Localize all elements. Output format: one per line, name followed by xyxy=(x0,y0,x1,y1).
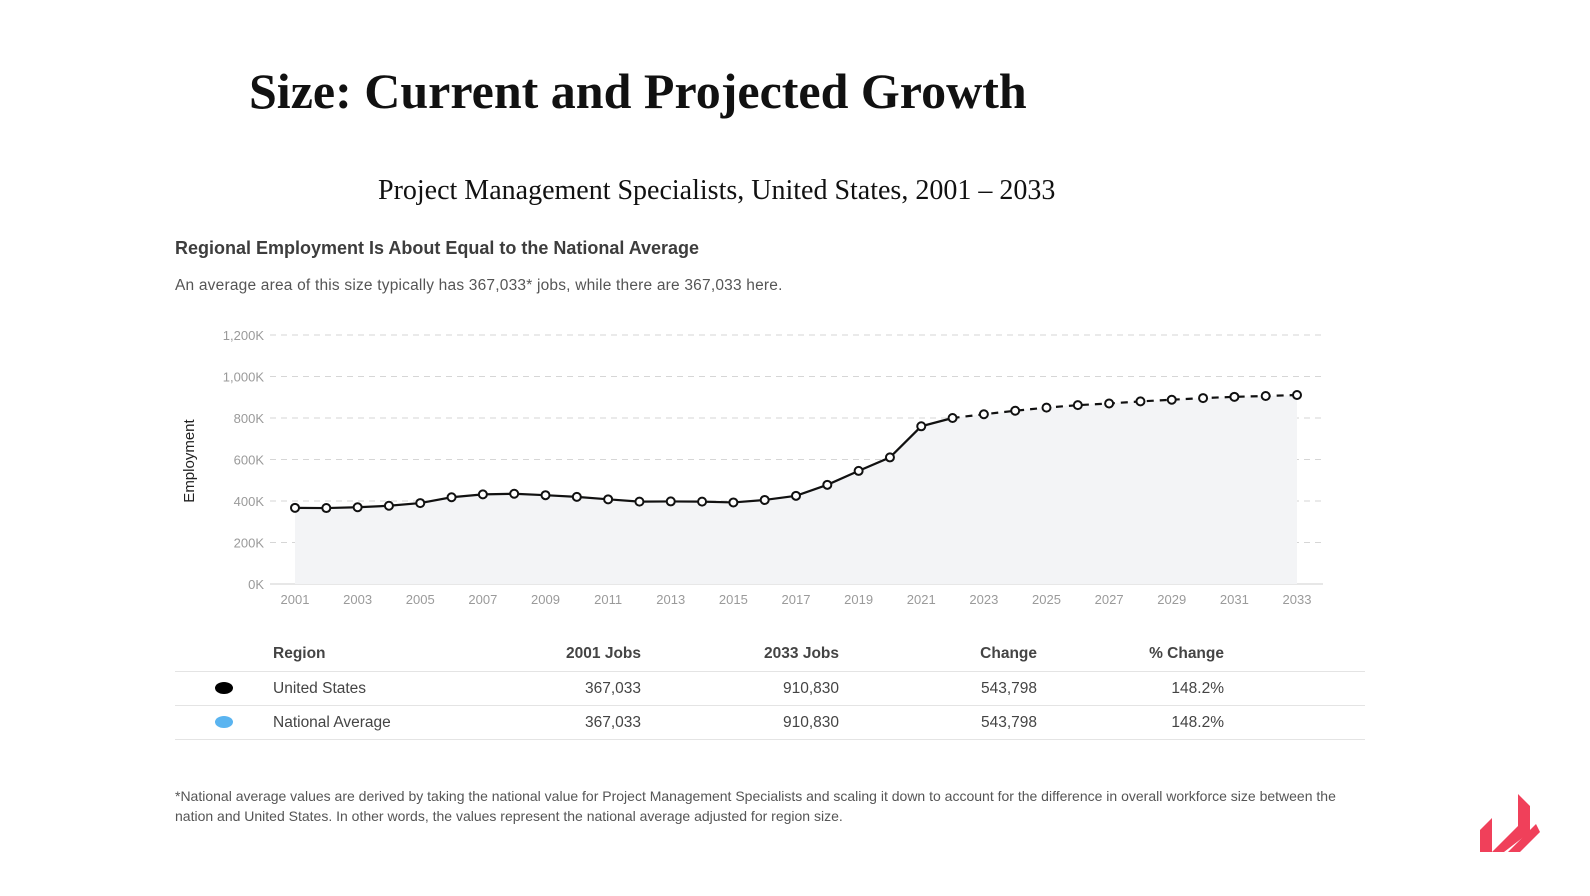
data-point xyxy=(540,490,551,501)
x-tick-label: 2025 xyxy=(1032,592,1061,607)
x-tick-label: 2009 xyxy=(531,592,560,607)
data-point xyxy=(822,479,833,490)
data-point xyxy=(1292,390,1302,401)
x-tick-label: 2011 xyxy=(594,592,622,607)
row-2033-jobs: 910,830 xyxy=(641,671,839,706)
row-pct-change: 148.2% xyxy=(1037,671,1224,706)
panel-heading: Regional Employment Is About Equal to th… xyxy=(175,238,700,258)
table-header-2001-jobs: 2001 Jobs xyxy=(566,645,641,662)
chart-points xyxy=(290,390,1302,514)
data-point xyxy=(1010,405,1021,416)
table-row: United States 367,033 910,830 543,798 14… xyxy=(175,671,1365,706)
table-header-row: Region 2001 Jobs 2033 Jobs Change % Chan… xyxy=(175,637,1365,672)
chart-y-axis-label: Employment xyxy=(181,418,198,502)
data-point xyxy=(853,465,864,476)
y-tick-label: 400K xyxy=(234,494,265,509)
x-tick-label: 2003 xyxy=(343,592,372,607)
data-point xyxy=(791,490,801,501)
y-tick-label: 1,200K xyxy=(223,328,265,343)
data-point xyxy=(1260,391,1271,402)
panel-description: An average area of this size typically h… xyxy=(175,277,783,294)
x-tick-label: 2015 xyxy=(719,592,748,607)
row-2001-jobs: 367,033 xyxy=(473,705,641,740)
data-point xyxy=(383,500,394,511)
series-line-historical xyxy=(294,416,953,510)
footnote: *National average values are derived by … xyxy=(175,788,1336,824)
x-tick-label: 2005 xyxy=(406,592,435,607)
series-line-projected xyxy=(952,393,1298,420)
x-tick-label: 2033 xyxy=(1283,592,1312,607)
data-point xyxy=(1072,400,1083,411)
brand-logo-icon xyxy=(1480,794,1540,852)
x-tick-label: 2019 xyxy=(844,592,873,607)
slide-title: Size: Current and Projected Growth xyxy=(249,63,1027,119)
chart-lines xyxy=(294,393,1298,510)
row-2033-jobs: 910,830 xyxy=(641,705,839,740)
region-summary-table: Region 2001 Jobs 2033 Jobs Change % Chan… xyxy=(175,637,1365,740)
data-point xyxy=(509,488,520,499)
data-point xyxy=(728,497,739,508)
chart-y-ticks: 0K 200K 400K 600K 800K 1,000K 1,200K xyxy=(223,328,265,592)
row-region: National Average xyxy=(273,705,473,740)
x-tick-label: 2027 xyxy=(1095,592,1124,607)
row-pct-change: 148.2% xyxy=(1037,705,1224,740)
data-point xyxy=(415,498,426,509)
series-area-united-states xyxy=(295,395,1297,584)
x-tick-label: 2023 xyxy=(969,592,998,607)
data-point xyxy=(884,452,895,463)
data-point xyxy=(947,413,958,423)
data-point xyxy=(571,491,582,502)
row-change: 543,798 xyxy=(839,671,1037,706)
y-tick-label: 600K xyxy=(234,453,265,468)
table-header-change: Change xyxy=(980,645,1037,662)
y-tick-label: 200K xyxy=(234,536,265,551)
data-point xyxy=(321,503,332,514)
legend-dot-united-states xyxy=(215,682,233,695)
row-region: United States xyxy=(273,671,473,706)
table-header-marker xyxy=(175,637,273,672)
x-tick-label: 2017 xyxy=(782,592,811,607)
x-tick-label: 2007 xyxy=(468,592,497,607)
table-header-pct-change: % Change xyxy=(1149,645,1224,662)
x-tick-label: 2029 xyxy=(1157,592,1186,607)
slide-subtitle: Project Management Specialists, United S… xyxy=(378,175,1056,206)
data-point xyxy=(1198,393,1209,404)
data-point xyxy=(1135,396,1146,407)
data-point xyxy=(1104,398,1115,409)
data-point xyxy=(352,502,363,513)
data-point xyxy=(290,502,300,513)
data-point xyxy=(477,489,488,500)
data-point xyxy=(916,421,927,432)
data-point xyxy=(603,494,614,505)
data-point xyxy=(697,496,708,507)
y-tick-label: 0K xyxy=(248,577,264,592)
row-change: 543,798 xyxy=(839,705,1037,740)
data-point xyxy=(1041,402,1052,413)
table-header-2033-jobs: 2033 Jobs xyxy=(764,645,839,662)
data-point xyxy=(759,494,770,505)
chart-area xyxy=(295,395,1297,584)
x-tick-label: 2013 xyxy=(656,592,685,607)
x-tick-label: 2001 xyxy=(281,592,310,607)
x-tick-label: 2031 xyxy=(1220,592,1249,607)
row-2001-jobs: 367,033 xyxy=(473,671,641,706)
table-header-region: Region xyxy=(273,645,326,662)
table-row: National Average 367,033 910,830 543,798… xyxy=(175,705,1365,740)
data-point xyxy=(1166,394,1177,405)
data-point xyxy=(978,409,989,420)
x-tick-label: 2021 xyxy=(907,592,936,607)
chart-x-ticks: 2001 2003 2005 2007 2009 2011 2013 2015 2017 2019… xyxy=(281,592,1312,607)
legend-dot-national-average xyxy=(215,716,233,729)
y-tick-label: 800K xyxy=(234,411,265,426)
data-point xyxy=(446,492,457,503)
data-point xyxy=(1229,391,1240,402)
y-tick-label: 1,000K xyxy=(223,370,265,385)
data-point xyxy=(634,496,645,507)
data-point xyxy=(665,496,676,507)
